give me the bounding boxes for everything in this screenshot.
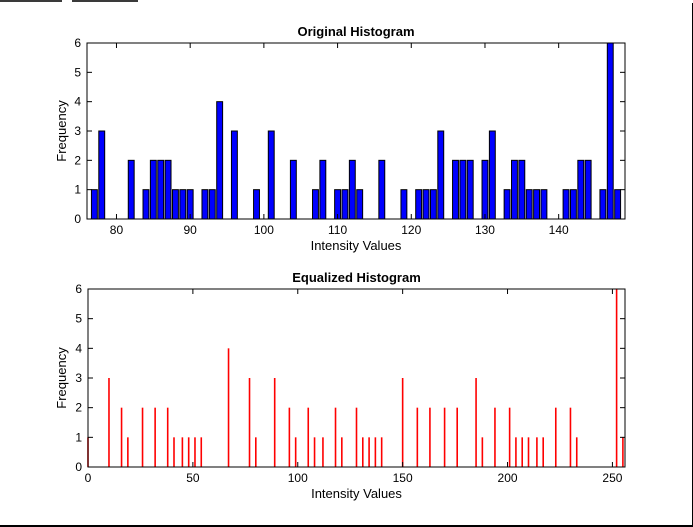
chart1-bar <box>230 130 238 220</box>
chart1-xtick-label: 120 <box>401 223 421 237</box>
chart1-bar <box>216 101 224 220</box>
chart1-xtick-label: 80 <box>110 223 124 237</box>
chart2-xtick-label: 150 <box>393 471 413 485</box>
chart2-xlabel: Intensity Values <box>311 486 402 501</box>
chart1-bar <box>208 189 216 220</box>
chart2-xtick-label: 50 <box>186 471 200 485</box>
chart1-bar <box>90 189 98 220</box>
chart1-xlabel: Intensity Values <box>311 238 402 253</box>
chart1-xtick-label: 110 <box>328 223 347 237</box>
chart2-xtick-label: 100 <box>288 471 308 485</box>
chart1-ytick-label: 6 <box>74 36 81 50</box>
chart1-bar <box>562 189 570 220</box>
chart2-ytick-label: 4 <box>75 341 82 355</box>
chart1-bar <box>149 159 157 220</box>
chart1-bar <box>415 189 423 220</box>
chart1-xtick-label: 90 <box>183 223 197 237</box>
chart1-bar <box>171 189 179 220</box>
chart1-bar <box>577 159 585 220</box>
title-bar-segment <box>72 0 138 2</box>
chart2-ytick-label: 6 <box>75 282 82 296</box>
chart1-bar <box>488 130 496 220</box>
chart1-bar <box>437 130 445 220</box>
chart1-bar <box>518 159 526 220</box>
chart2-xtick-label: 200 <box>498 471 518 485</box>
chart1-ytick-label: 3 <box>74 124 81 138</box>
chart1-bar <box>267 130 275 220</box>
chart1-bar <box>599 189 607 220</box>
chart1-bar <box>98 130 106 220</box>
chart1-bar <box>201 189 209 220</box>
chart2-ytick-label: 3 <box>75 371 82 385</box>
chart1-bar <box>481 159 489 220</box>
chart1-bar <box>459 159 467 220</box>
chart1-bar <box>341 189 349 220</box>
chart1-bar <box>614 189 622 220</box>
chart2-xtick-label: 0 <box>85 471 92 485</box>
chart2-ylabel: Frequency <box>54 347 69 409</box>
title-bar-segment <box>0 0 62 2</box>
chart1-bar <box>533 189 541 220</box>
chart1-bar <box>466 159 474 220</box>
chart1-bar <box>179 189 187 220</box>
chart1-bar <box>503 189 511 220</box>
chart2-title: Equalized Histogram <box>292 270 421 285</box>
chart1-bar <box>511 159 518 220</box>
chart1-ytick-label: 5 <box>74 65 81 79</box>
chart1-bar <box>164 159 172 220</box>
chart1-xtick-label: 140 <box>549 223 569 237</box>
chart1-ytick-label: 1 <box>74 183 81 197</box>
title-bar-strip <box>0 0 693 3</box>
chart1-ytick-label: 0 <box>74 212 81 226</box>
chart1-bar <box>289 159 297 220</box>
chart1-bar <box>525 189 533 220</box>
chart1-bar <box>348 159 356 220</box>
chart1-bar <box>429 189 437 220</box>
chart1-bar <box>400 189 408 220</box>
chart1-bar <box>157 159 165 220</box>
chart1-bar <box>569 189 577 220</box>
chart1-ytick-label: 4 <box>74 95 81 109</box>
chart2-ytick-label: 0 <box>75 460 82 474</box>
chart1-ytick-label: 2 <box>74 153 81 167</box>
chart1-bar <box>312 189 319 220</box>
chart1-ylabel: Frequency <box>54 100 69 162</box>
chart1-bar <box>422 189 430 220</box>
chart1-bar <box>452 159 459 220</box>
chart1-bar <box>540 189 548 220</box>
chart1-bar <box>606 42 614 220</box>
chart1-bar <box>378 159 386 220</box>
chart1-bar <box>319 159 327 220</box>
chart1-bar <box>253 189 260 220</box>
chart2-ytick-label: 1 <box>75 430 82 444</box>
chart1-title: Original Histogram <box>297 24 414 39</box>
chart1-bar <box>356 189 364 220</box>
chart1-xtick-label: 130 <box>475 223 495 237</box>
chart1-bar <box>142 189 150 220</box>
chart1-bar <box>584 159 592 220</box>
chart1-bar <box>127 159 135 220</box>
chart2-ytick-label: 2 <box>75 401 82 415</box>
chart1-xtick-label: 100 <box>254 223 274 237</box>
chart2-xtick-label: 250 <box>602 471 622 485</box>
chart2-ytick-label: 5 <box>75 312 82 326</box>
